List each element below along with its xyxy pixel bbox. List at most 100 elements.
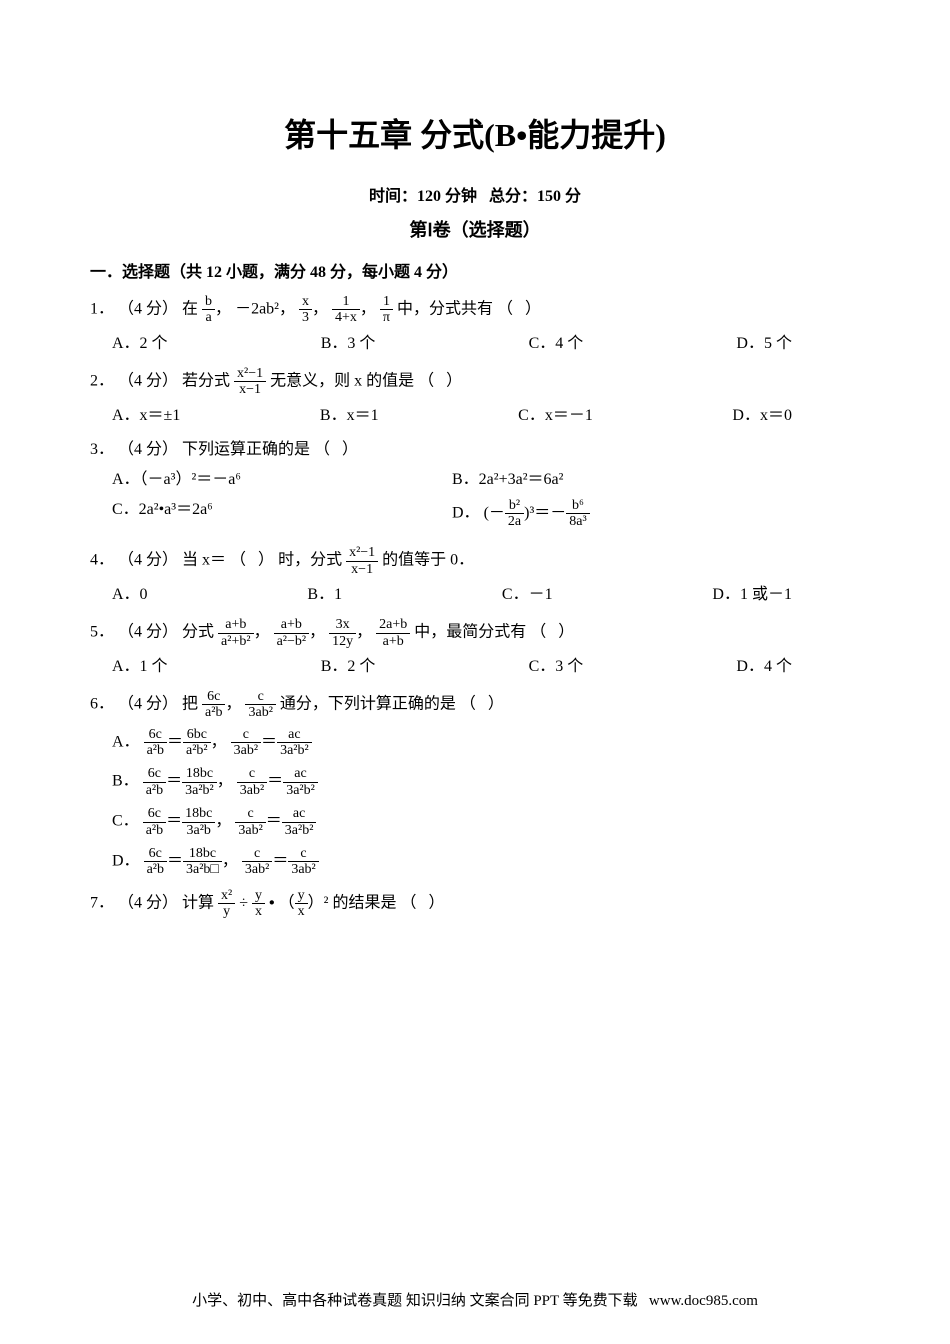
- q5-stem: 5． （4 分） 分式 a+ba²+b²， a+ba²−b²， 3x12y， 2…: [90, 617, 860, 649]
- score-label: 总分：: [489, 188, 537, 205]
- q3-d-lhs-pre: (－: [484, 504, 505, 521]
- q5-points: （4 分）: [118, 624, 178, 641]
- q3-stem: 3． （4 分） 下列运算正确的是 （ ）: [90, 438, 860, 462]
- q7-stem: 7． （4 分） 计算 x²y ÷ yx • （yx）² 的结果是 （ ）: [90, 888, 860, 920]
- section-mc-heading: 一．选择题（共 12 小题，满分 48 分，每小题 4 分）: [90, 258, 860, 282]
- q4-pre: 当 x＝: [182, 552, 226, 569]
- question-6: 6． （4 分） 把 6ca²b， c3ab² 通分，下列计算正确的是 （ ） …: [90, 689, 860, 878]
- sep: ，: [312, 301, 328, 318]
- page-footer: 小学、初中、高中各种试卷真题 知识归纳 文案合同 PPT 等免费下载 www.d…: [0, 1289, 950, 1310]
- frac-x2m1-xm1-b: x²−1x−1: [346, 545, 378, 577]
- q6-opt-b: B． 6ca²b＝18bc3a²b²， c3ab²＝ac3a²b²: [112, 766, 860, 798]
- q7-points: （4 分）: [118, 894, 178, 911]
- blank: （ ）: [497, 301, 541, 318]
- q1-opt-a: A．2 个: [112, 332, 168, 356]
- question-1: 1． （4 分） 在 ba， －2ab²， x3， 14+x， 1π 中，分式共…: [90, 294, 860, 356]
- q2-options: A．x＝±1 B．x＝1 C．x＝－1 D．x＝0: [112, 404, 792, 428]
- footer-url: www.doc985.com: [649, 1293, 758, 1309]
- q6-options: A． 6ca²b＝6bca²b²， c3ab²＝ac3a²b² B． 6ca²b…: [90, 727, 860, 878]
- gap: [477, 188, 489, 205]
- footer-text: 小学、初中、高中各种试卷真题 知识归纳 文案合同 PPT 等免费下载: [192, 1293, 649, 1309]
- blank: （ ）: [314, 441, 358, 458]
- q4-opt-a: A．0: [112, 583, 148, 607]
- frac-6c-a2b: 6ca²b: [202, 689, 225, 721]
- q3-d-rhs-frac: b⁶8a³: [566, 498, 589, 530]
- blank: （ ）: [400, 894, 444, 911]
- q1-num: 1．: [90, 301, 114, 318]
- question-3: 3． （4 分） 下列运算正确的是 （ ） A．（－a³）²＝－a⁶ B．2a²…: [90, 438, 860, 536]
- frac-c-3ab2: c3ab²: [245, 689, 275, 721]
- q6-c-pre: C．: [112, 813, 139, 830]
- q1-post: 中，分式共有: [397, 301, 493, 318]
- frac-x-over-3: x3: [299, 294, 312, 326]
- q7-pre: 计算: [182, 894, 214, 911]
- q2-opt-c: C．x＝－1: [518, 404, 593, 428]
- q3-num: 3．: [90, 441, 114, 458]
- q4-opt-b: B．1: [307, 583, 342, 607]
- q3-text: 下列运算正确的是: [182, 441, 310, 458]
- q5-num: 5．: [90, 624, 114, 641]
- q2-pre: 若分式: [182, 372, 230, 389]
- q3-d-pre: D．: [452, 504, 480, 521]
- q3-d-lhs-frac: b²2a: [505, 498, 524, 530]
- q6-opt-d: D． 6ca²b＝18bc3a²b□， c3ab²＝c3ab²: [112, 846, 860, 878]
- question-5: 5． （4 分） 分式 a+ba²+b²， a+ba²−b²， 3x12y， 2…: [90, 617, 860, 679]
- blank: （ ）: [418, 372, 462, 389]
- sep: ，: [360, 301, 376, 318]
- sep: ，: [254, 624, 270, 641]
- q6-post: 通分，下列计算正确的是: [280, 695, 456, 712]
- time-value: 120 分钟: [417, 188, 477, 205]
- frac-x2m1-xm1: x²−1x−1: [234, 366, 266, 398]
- q2-post: 无意义，则 x 的值是: [270, 372, 414, 389]
- q1-pre: 在: [182, 301, 198, 318]
- exam-page: 第十五章 分式(B•能力提升) 时间：120 分钟 总分：150 分 第Ⅰ卷（选…: [0, 0, 950, 970]
- q2-opt-a: A．x＝±1: [112, 404, 180, 428]
- frac-1-over-pi: 1π: [380, 294, 393, 326]
- volume-heading: 第Ⅰ卷（选择题）: [90, 216, 860, 242]
- q1-term2: －2ab²: [235, 301, 279, 318]
- q6-a-pre: A．: [112, 733, 140, 750]
- blank: （ ）: [460, 695, 504, 712]
- q4-options: A．0 B．1 C．－1 D．1 或－1: [112, 583, 792, 607]
- q1-options: A．2 个 B．3 个 C．4 个 D．5 个: [112, 332, 792, 356]
- q3-options: A．（－a³）²＝－a⁶ B．2a²+3a²＝6a² C．2a²•a³＝2a⁶ …: [112, 468, 792, 536]
- question-7: 7． （4 分） 计算 x²y ÷ yx • （yx）² 的结果是 （ ）: [90, 888, 860, 920]
- frac-1-over-4plusx: 14+x: [332, 294, 360, 326]
- q2-num: 2．: [90, 372, 114, 389]
- q7-num: 7．: [90, 894, 114, 911]
- q4-opt-c: C．－1: [502, 583, 553, 607]
- q6-b-pre: B．: [112, 773, 139, 790]
- blank: （ ）: [530, 624, 574, 641]
- q1-opt-d: D．5 个: [736, 332, 792, 356]
- question-4: 4． （4 分） 当 x＝ （ ） 时，分式 x²−1x−1 的值等于 0． A…: [90, 545, 860, 607]
- q1-opt-c: C．4 个: [529, 332, 584, 356]
- q6-points: （4 分）: [118, 695, 178, 712]
- sep: ，: [309, 624, 325, 641]
- frac-ab-a2pb2: a+ba²+b²: [218, 617, 254, 649]
- q6-num: 6．: [90, 695, 114, 712]
- q3-opt-b: B．2a²+3a²＝6a²: [452, 468, 792, 492]
- sep: ，: [215, 301, 231, 318]
- chapter-title: 第十五章 分式(B•能力提升): [90, 110, 860, 156]
- frac-ab-a2mb2: a+ba²−b²: [274, 617, 310, 649]
- q3-opt-d: D． (－b²2a)³＝－b⁶8a³: [452, 498, 792, 530]
- q4-opt-d: D．1 或－1: [712, 583, 792, 607]
- frac-2apb-apb: 2a+ba+b: [376, 617, 410, 649]
- time-label: 时间：: [369, 188, 417, 205]
- q6-stem: 6． （4 分） 把 6ca²b， c3ab² 通分，下列计算正确的是 （ ）: [90, 689, 860, 721]
- q5-options: A．1 个 B．2 个 C．3 个 D．4 个: [112, 655, 792, 679]
- q3-d-lhs-exp: )³＝－: [524, 504, 566, 521]
- q6-pre: 把: [182, 695, 198, 712]
- q6-opt-c: C． 6ca²b＝18bc3a²b， c3ab²＝ac3a²b²: [112, 806, 860, 838]
- sep: ，: [356, 624, 372, 641]
- score-value: 150 分: [537, 188, 581, 205]
- q5-pre: 分式: [182, 624, 214, 641]
- q3-points: （4 分）: [118, 441, 178, 458]
- frac-3x-12y: 3x12y: [329, 617, 356, 649]
- frac-y-x: yx: [252, 888, 265, 920]
- q7-post: 的结果是: [332, 894, 396, 911]
- blank: （ ）: [230, 552, 274, 569]
- q1-opt-b: B．3 个: [321, 332, 376, 356]
- q4-num: 4．: [90, 552, 114, 569]
- q3-opt-c: C．2a²•a³＝2a⁶: [112, 498, 452, 530]
